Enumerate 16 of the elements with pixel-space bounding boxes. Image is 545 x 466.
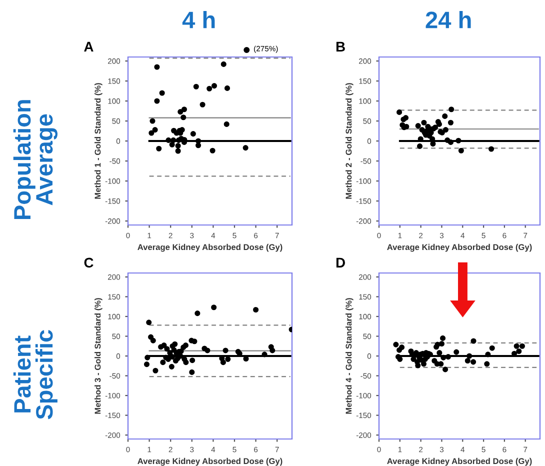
x-axis-title: Average Kidney Absorbed Dose (Gy) [138, 244, 282, 252]
x-axis-title: Average Kidney Absorbed Dose (Gy) [138, 458, 282, 466]
chart-title: D [336, 258, 345, 268]
y-axis-title: Method 1 - Gold Standard (%) [94, 83, 102, 199]
chart-title: C [84, 258, 94, 268]
y-axis-title: Method 2 - Gold Standard (%) [346, 83, 354, 199]
x-axis-title: Average Kidney Absorbed Dose (Gy) [387, 458, 532, 466]
y-axis-title: Method 4 - Gold Standard (%) [346, 298, 354, 414]
x-axis-title: Average Kidney Absorbed Dose (Gy) [387, 244, 532, 252]
text: 4 h [182, 10, 215, 28]
text: Patient Specific [13, 330, 58, 420]
chart-title: B [336, 42, 345, 52]
text: 24 h [426, 10, 471, 28]
chart-title: A [84, 42, 94, 52]
y-axis-title: Method 3 - Gold Standard (%) [94, 298, 102, 414]
text: Population Average [13, 100, 58, 220]
